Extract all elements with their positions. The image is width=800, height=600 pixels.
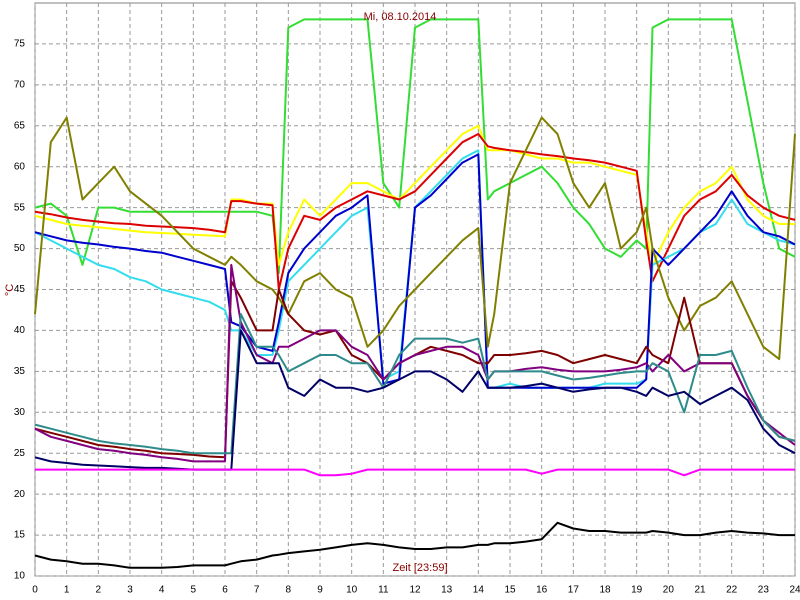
- x-tick-label: 16: [536, 585, 548, 596]
- x-tick-label: 7: [254, 585, 260, 596]
- x-tick-label: 23: [758, 585, 770, 596]
- y-tick-label: 20: [14, 489, 26, 500]
- x-tick-label: 8: [286, 585, 292, 596]
- grid: [34, 3, 796, 577]
- y-axis-label: °C: [4, 284, 16, 296]
- series-line: [34, 313, 796, 455]
- x-axis-label: Zeit [23:59]: [392, 562, 447, 574]
- x-tick-label: 22: [726, 585, 738, 596]
- x-tick-label: 17: [568, 585, 580, 596]
- y-tick-label: 40: [14, 325, 26, 336]
- y-tick-label: 50: [14, 243, 26, 254]
- series-line: [34, 116, 796, 361]
- y-tick-label: 75: [14, 39, 26, 50]
- series-line: [34, 153, 796, 389]
- x-tick-label: 5: [191, 585, 197, 596]
- y-tick-label: 10: [14, 571, 26, 582]
- x-tick-label: 10: [346, 585, 358, 596]
- x-tick-label: 12: [409, 585, 421, 596]
- y-tick-label: 15: [14, 530, 26, 541]
- y-tick-label: 65: [14, 120, 26, 131]
- series-line: [34, 18, 796, 275]
- x-tick-label: 19: [631, 585, 643, 596]
- series-line: [34, 521, 795, 569]
- x-tick-label: 15: [504, 585, 516, 596]
- y-tick-label: 45: [14, 284, 26, 295]
- x-tick-label: 14: [473, 585, 485, 596]
- x-tick-label: 21: [694, 585, 706, 596]
- series-line: [35, 468, 795, 477]
- x-tick-label: 18: [599, 585, 611, 596]
- x-tick-label: 1: [64, 585, 70, 596]
- x-tick-label: 20: [663, 585, 675, 596]
- chart-title: Mi, 08.10.2014: [364, 11, 437, 23]
- x-tick-label: 2: [96, 585, 102, 596]
- y-tick-label: 55: [14, 202, 26, 213]
- y-tick-label: 25: [14, 448, 26, 459]
- y-tick-label: 60: [14, 161, 26, 172]
- x-tick-label: 4: [159, 585, 165, 596]
- y-tick-label: 70: [14, 79, 26, 90]
- y-tick-label: 30: [14, 407, 26, 418]
- x-tick-label: 13: [441, 585, 453, 596]
- x-tick-label: 6: [222, 585, 228, 596]
- y-tick-label: 35: [14, 366, 26, 377]
- series-line: [34, 329, 796, 471]
- x-tick-label: 0: [32, 585, 38, 596]
- x-tick-label: 11: [378, 585, 389, 596]
- x-tick-label: 3: [127, 585, 133, 596]
- lines: [34, 18, 796, 569]
- x-tick-label: 24: [789, 585, 800, 596]
- x-tick-label: 9: [317, 585, 323, 596]
